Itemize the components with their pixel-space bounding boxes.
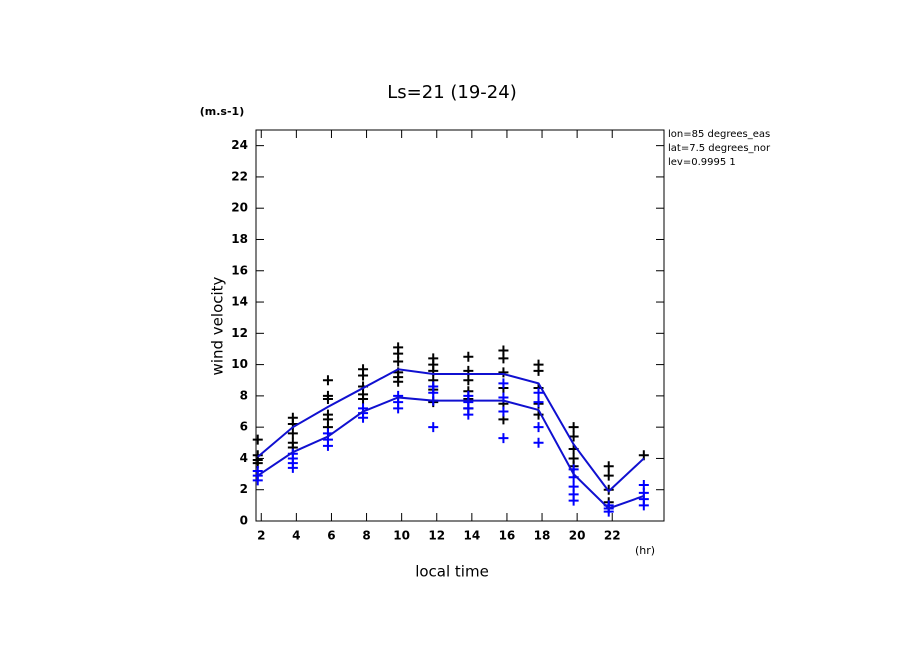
chart-title: Ls=21 (19-24)	[387, 82, 516, 103]
y-tick-label: 24	[231, 138, 248, 152]
plus-marker	[393, 403, 404, 414]
plus-marker	[393, 356, 404, 367]
y-tick-label: 10	[231, 357, 248, 371]
y-tick-label: 4	[240, 451, 248, 465]
y-tick-label: 6	[240, 420, 248, 434]
plus-marker	[498, 378, 509, 389]
x-tick-label: 4	[292, 529, 300, 543]
plus-marker	[603, 470, 614, 481]
plus-marker	[568, 422, 579, 433]
series-line	[257, 396, 645, 510]
plus-marker	[533, 387, 544, 398]
plus-marker	[638, 500, 649, 511]
plus-marker	[498, 406, 509, 417]
plot-frame	[255, 129, 665, 522]
y-tick-label: 20	[231, 201, 248, 215]
y-tick-label: 22	[231, 169, 248, 183]
plus-marker	[322, 394, 333, 405]
x-tick-label: 12	[428, 529, 445, 543]
plus-marker	[533, 422, 544, 433]
y-tick-label: 0	[240, 514, 248, 528]
plus-marker	[533, 437, 544, 448]
plus-marker	[322, 440, 333, 451]
x-tick-label: 16	[499, 529, 516, 543]
plus-marker	[568, 431, 579, 442]
y-unit: (m.s-1)	[200, 105, 244, 118]
plus-marker	[252, 475, 263, 486]
x-tick-label: 22	[604, 529, 621, 543]
x-axis-label: local time	[415, 563, 489, 581]
plus-marker	[428, 422, 439, 433]
y-tick-label: 16	[231, 263, 248, 277]
y-tick-label: 12	[231, 326, 248, 340]
x-tick-label: 2	[257, 529, 265, 543]
plus-marker	[603, 461, 614, 472]
plus-marker	[463, 351, 474, 362]
plus-marker	[358, 370, 369, 381]
x-unit: (hr)	[635, 544, 655, 557]
plus-marker	[498, 433, 509, 444]
plus-marker	[287, 462, 298, 473]
annotation: lev=0.9995 1	[668, 157, 736, 168]
y-tick-label: 8	[240, 388, 248, 402]
y-tick-label: 14	[231, 295, 248, 309]
series-line	[257, 368, 645, 493]
plus-marker	[533, 397, 544, 408]
x-tick-label: 18	[534, 529, 551, 543]
plus-marker	[393, 376, 404, 387]
plus-marker	[498, 353, 509, 364]
plus-marker	[498, 367, 509, 378]
plus-marker	[358, 412, 369, 423]
x-tick-label: 10	[393, 529, 410, 543]
plus-marker	[287, 428, 298, 439]
plus-marker	[252, 434, 263, 445]
annotation: lon=85 degrees_eas	[668, 129, 770, 140]
plus-marker	[358, 394, 369, 405]
x-tick-label: 6	[327, 529, 335, 543]
y-tick-label: 18	[231, 232, 248, 246]
plus-marker	[322, 375, 333, 386]
plus-marker	[533, 365, 544, 376]
y-tick-label: 2	[240, 482, 248, 496]
annotation: lat=7.5 degrees_nor	[668, 143, 771, 154]
plus-marker	[568, 495, 579, 506]
x-tick-label: 20	[569, 529, 586, 543]
plus-marker	[463, 375, 474, 386]
x-tick-label: 14	[463, 529, 480, 543]
y-axis-label: wind velocity	[209, 276, 227, 375]
x-tick-label: 8	[362, 529, 370, 543]
plus-marker	[463, 409, 474, 420]
